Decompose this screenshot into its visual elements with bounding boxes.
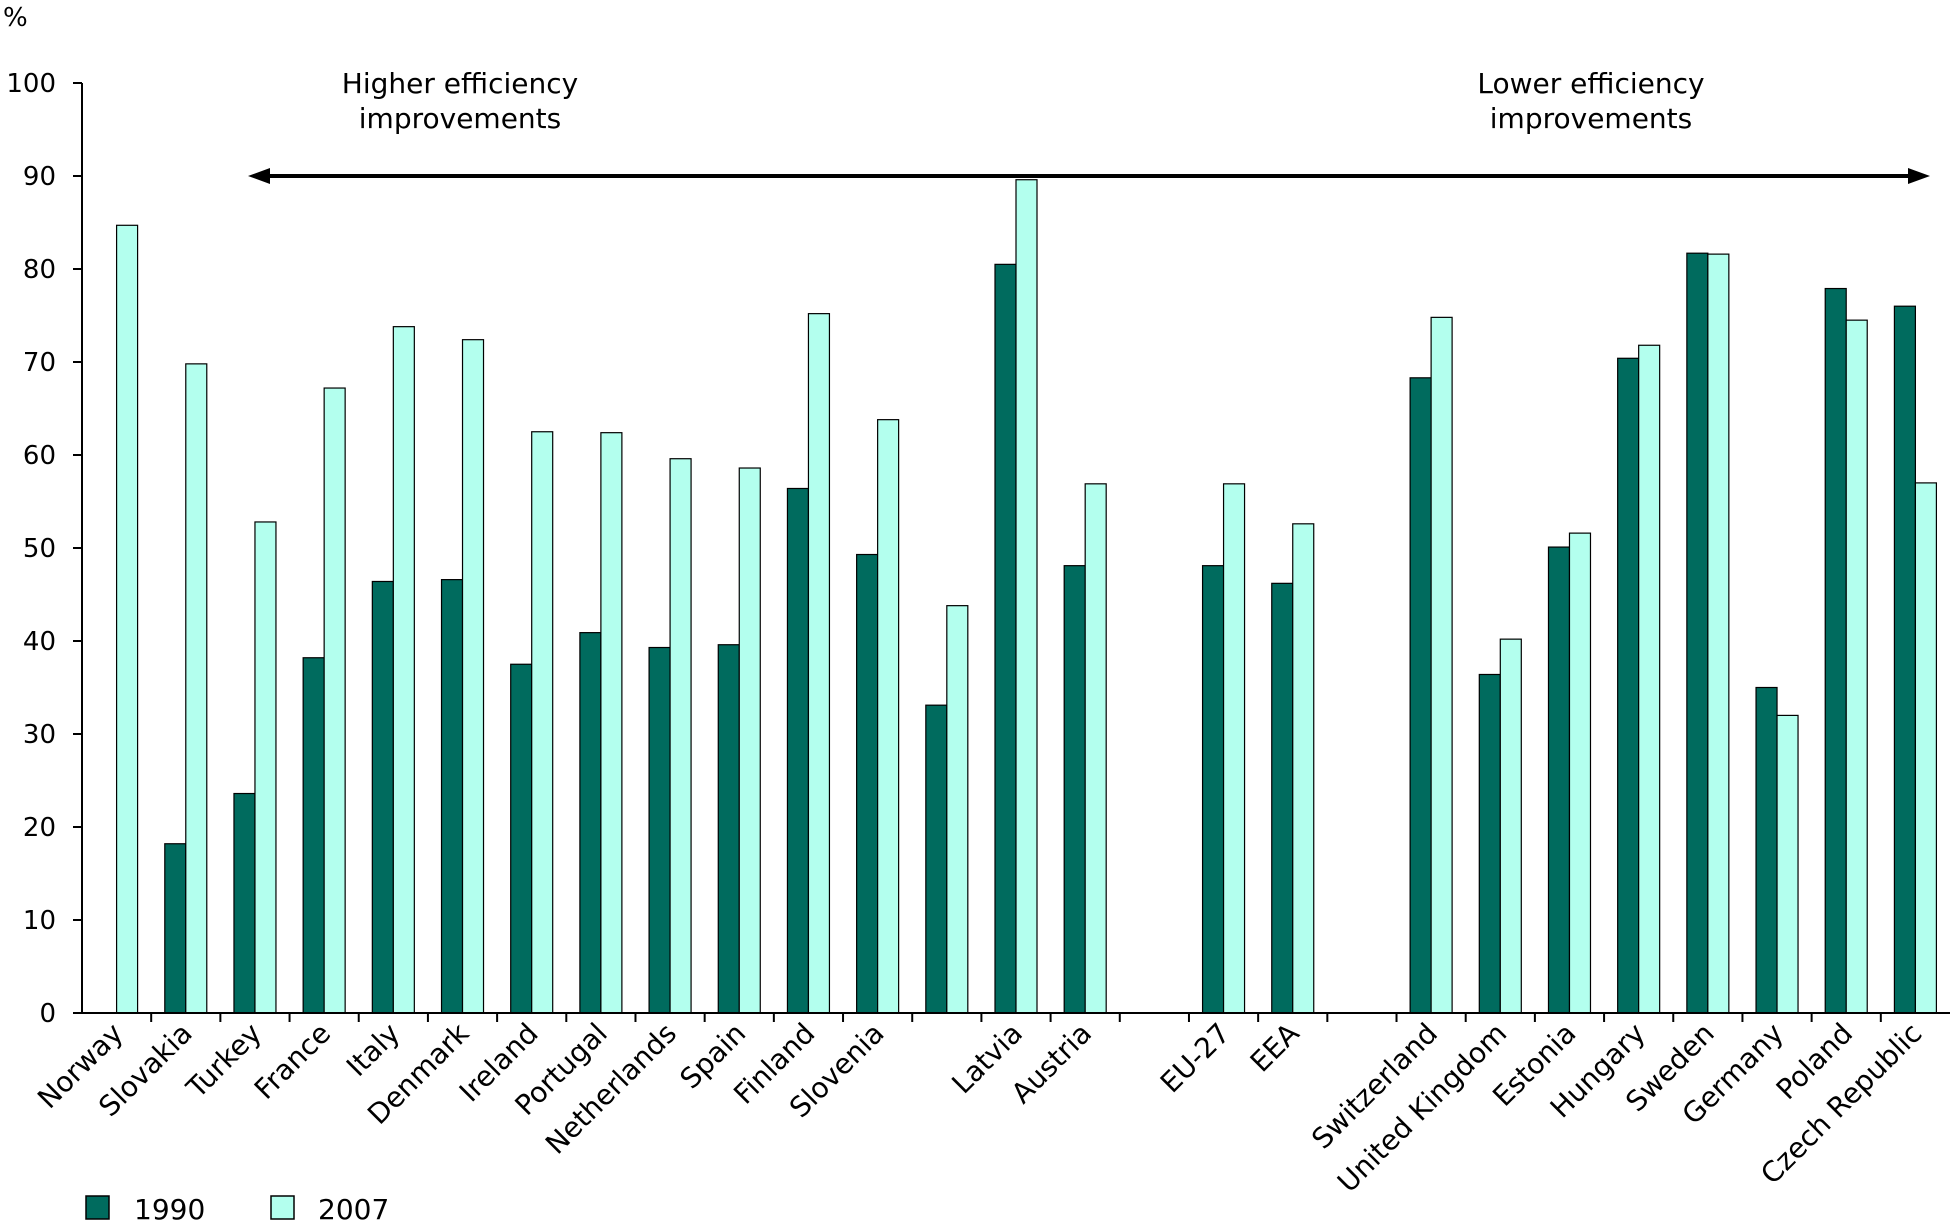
bar-2007-ireland	[531, 431, 554, 1014]
y-tick-label-50: 50	[23, 534, 56, 564]
legend-label-2007: 2007	[318, 1193, 389, 1225]
bar-2007-norway	[115, 224, 139, 1014]
bar-2007-germany	[1776, 714, 1799, 1014]
bar-2007-estonia	[1568, 532, 1592, 1014]
bar-2007-finland	[807, 313, 831, 1014]
bar-1990-poland	[1824, 287, 1847, 1014]
bars-group	[115, 179, 1938, 1014]
annotation-lower-line1: Lower efficiency	[1477, 67, 1704, 100]
bar-1990-sweden	[1686, 252, 1709, 1014]
category-label-turkey: Turkey	[179, 1017, 267, 1105]
x-axis-ticks	[150, 1013, 1882, 1022]
bar-1990-estonia	[1547, 546, 1571, 1014]
legend-swatch-1990	[85, 1195, 110, 1220]
bar-1990-switzerland	[1409, 377, 1432, 1014]
bar-2007-spain	[738, 467, 761, 1014]
y-axis-ticks: 0 10 20 30 40 50 60 70 80 90 100	[6, 69, 82, 1029]
bar-1990-italy	[371, 580, 394, 1014]
bar-2007-eea	[1292, 523, 1315, 1014]
bar-1990-slovenia	[856, 553, 879, 1014]
bar-1990-austria	[1063, 565, 1086, 1014]
bar-2007-eu-27	[1222, 483, 1246, 1014]
y-tick-label-10: 10	[23, 906, 56, 936]
bar-2007-blank-12	[946, 605, 969, 1014]
bar-2007-slovenia	[877, 419, 900, 1014]
bar-1990-hungary	[1617, 357, 1640, 1014]
bar-1990-latvia	[994, 263, 1017, 1014]
y-axis-unit-label: %	[3, 3, 28, 33]
bar-1990-turkey	[233, 792, 256, 1014]
bar-2007-netherlands	[669, 458, 692, 1014]
y-tick-label-70: 70	[23, 348, 56, 378]
bar-2007-france	[323, 387, 346, 1014]
category-label-eea: EEA	[1244, 1017, 1306, 1079]
bar-2007-italy	[392, 326, 415, 1014]
bar-1990-netherlands	[648, 646, 671, 1014]
bar-2007-slovakia	[185, 363, 208, 1014]
category-label-eu-27: EU-27	[1154, 1017, 1237, 1100]
bar-2007-latvia	[1015, 179, 1038, 1014]
bar-1990-finland	[786, 487, 810, 1014]
bar-1990-united-kingdom	[1478, 673, 1501, 1014]
bar-1990-germany	[1755, 686, 1778, 1014]
bar-1990-slovakia	[164, 843, 187, 1014]
legend-label-1990: 1990	[134, 1193, 205, 1225]
bar-1990-ireland	[510, 663, 533, 1014]
category-label-france: France	[248, 1017, 337, 1106]
bar-1990-spain	[717, 644, 740, 1014]
bar-2007-austria	[1084, 483, 1107, 1014]
arrow-right-head	[1908, 168, 1930, 184]
bar-2007-hungary	[1638, 344, 1661, 1014]
bar-2007-denmark	[461, 339, 485, 1014]
bar-1990-eu-27	[1201, 565, 1225, 1014]
annotation-lower-line2: improvements	[1490, 102, 1692, 135]
legend-swatch-2007	[270, 1195, 295, 1220]
bar-2007-portugal	[600, 432, 623, 1014]
y-tick-label-20: 20	[23, 813, 56, 843]
arrow-left-head	[248, 168, 270, 184]
bar-1990-blank-12	[925, 704, 948, 1014]
y-tick-label-60: 60	[23, 441, 56, 471]
annotation-higher-line1: Higher efficiency	[342, 67, 578, 100]
bar-1990-denmark	[440, 579, 464, 1014]
y-tick-label-90: 90	[23, 162, 56, 192]
bar-1990-france	[302, 657, 325, 1014]
bar-2007-united-kingdom	[1499, 638, 1522, 1014]
annotation-higher-line2: improvements	[359, 102, 561, 135]
bar-1990-portugal	[579, 632, 602, 1014]
y-tick-label-30: 30	[23, 720, 56, 750]
bar-2007-turkey	[254, 521, 277, 1014]
bar-2007-switzerland	[1430, 316, 1453, 1014]
legend: 1990 2007	[85, 1193, 389, 1225]
efficiency-arrow	[248, 168, 1930, 184]
bar-1990-eea	[1271, 582, 1294, 1014]
y-tick-label-40: 40	[23, 627, 56, 657]
bar-2007-poland	[1845, 319, 1868, 1014]
y-tick-label-80: 80	[23, 255, 56, 285]
y-tick-label-100: 100	[6, 69, 56, 99]
y-tick-label-0: 0	[39, 999, 56, 1029]
bar-1990-czech-republic	[1893, 305, 1917, 1014]
bar-2007-sweden	[1707, 253, 1730, 1014]
bar-2007-czech-republic	[1914, 482, 1938, 1014]
